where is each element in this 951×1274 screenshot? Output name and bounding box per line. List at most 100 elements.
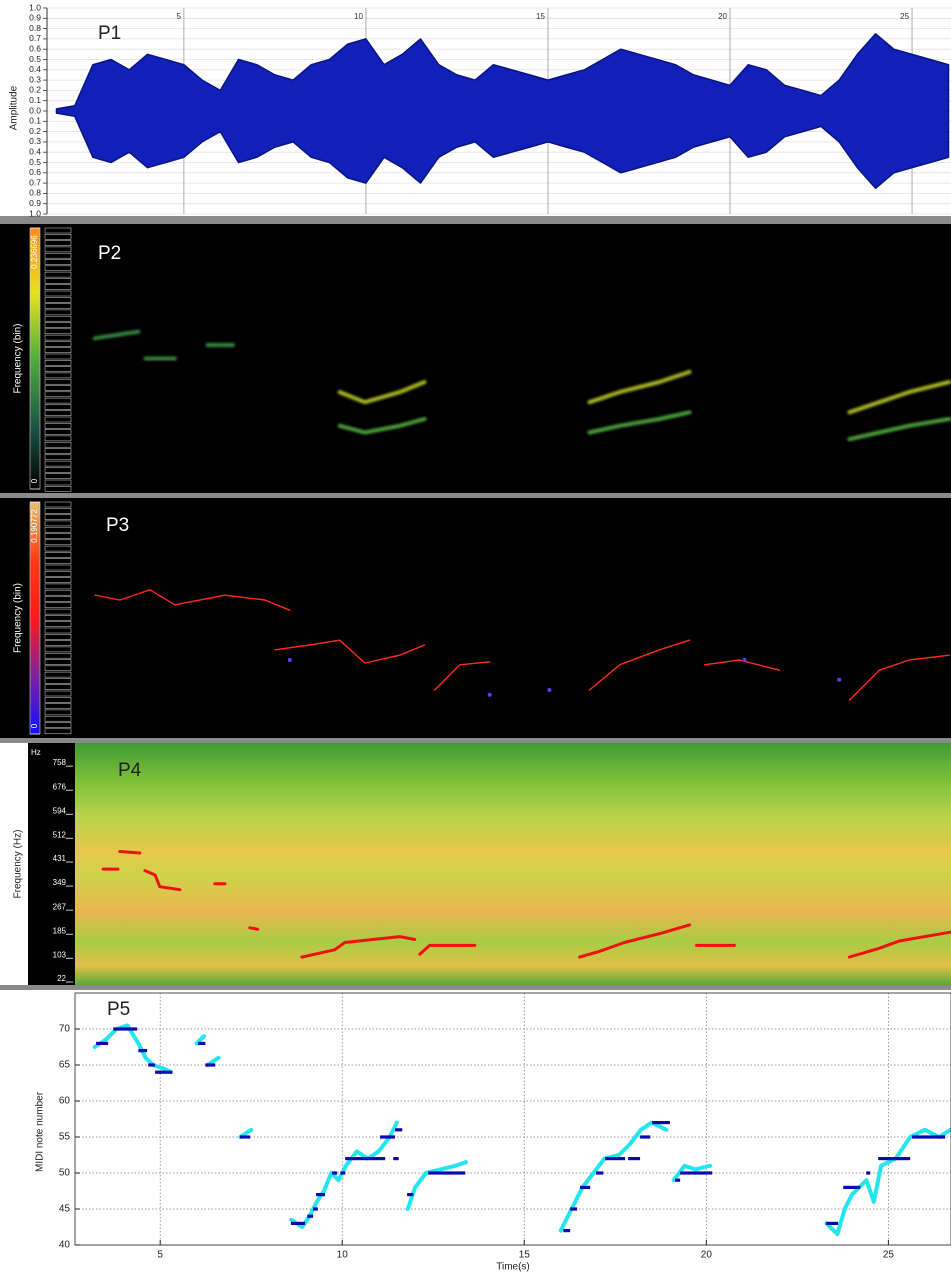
y-tick-label: 0.3	[29, 136, 41, 146]
panel-label: P2	[98, 243, 121, 264]
panel-background	[0, 498, 951, 738]
note	[675, 1179, 680, 1182]
panel-label: P4	[118, 760, 142, 781]
note	[605, 1157, 625, 1160]
y-tick-label: 431	[53, 854, 67, 863]
y-tick-label: 0.9	[29, 198, 41, 208]
note	[407, 1193, 413, 1196]
y-unit: Hz	[31, 748, 41, 757]
note	[912, 1135, 945, 1138]
note	[307, 1215, 313, 1218]
y-tick-label: 758	[53, 758, 67, 767]
note	[113, 1027, 137, 1030]
note	[345, 1157, 385, 1160]
y-tick-label: 70	[59, 1024, 71, 1035]
x-tick-label: 10	[337, 1250, 349, 1261]
y-tick-label: 349	[53, 878, 67, 887]
y-tick-label: 0.8	[29, 23, 41, 33]
y-tick-label: 512	[53, 830, 67, 839]
y-tick-label: 1.0	[29, 208, 41, 218]
note	[291, 1222, 305, 1225]
note	[332, 1171, 337, 1174]
panel-label: P3	[106, 515, 129, 536]
note	[570, 1207, 577, 1210]
y-tick-label: 0.9	[29, 13, 41, 23]
y-tick-label: 0.5	[29, 54, 41, 64]
pitch-point	[547, 688, 551, 692]
x-tick-label: 25	[900, 12, 909, 21]
y-tick-label: 0.3	[29, 74, 41, 84]
note	[428, 1171, 465, 1174]
panel-label: P5	[107, 999, 130, 1020]
note	[563, 1229, 570, 1232]
colorbar-label: 0.236696	[30, 235, 39, 269]
panel-label: P1	[98, 23, 121, 44]
panel-separator	[0, 985, 951, 990]
note	[96, 1042, 108, 1045]
y-tick-label: 0.2	[29, 126, 41, 136]
y-tick-label: 0.7	[29, 177, 41, 187]
note	[148, 1063, 155, 1066]
y-tick-label: 0.8	[29, 188, 41, 198]
colorbar-label: 0.190772	[30, 509, 39, 543]
x-tick-label: 10	[354, 12, 363, 21]
note	[395, 1128, 402, 1131]
y-tick-label: 65	[59, 1060, 71, 1071]
x-tick-label: 15	[519, 1250, 531, 1261]
y-tick-label: 0.4	[29, 64, 41, 74]
y-tick-label: 676	[53, 782, 67, 791]
y-axis-label: Frequency (bin)	[13, 323, 24, 393]
colorbar-label: 0	[30, 478, 39, 483]
x-tick-label: 5	[157, 1250, 163, 1261]
y-axis-label: Frequency (bin)	[13, 583, 24, 653]
note	[205, 1063, 215, 1066]
colorbar-label: 0	[30, 723, 39, 728]
note	[843, 1186, 860, 1189]
figure: 1.00.90.80.70.60.50.40.30.20.10.00.10.20…	[0, 0, 951, 1274]
note	[596, 1171, 603, 1174]
y-axis-label: Frequency (Hz)	[13, 830, 24, 899]
note	[652, 1121, 670, 1124]
y-tick-label: 594	[53, 806, 67, 815]
pitch-point	[288, 658, 292, 662]
pitch-point	[837, 678, 841, 682]
note	[826, 1222, 838, 1225]
spectrogram	[75, 743, 951, 985]
note	[628, 1157, 640, 1160]
note	[878, 1157, 910, 1160]
note	[138, 1049, 147, 1052]
y-tick-label: 22	[57, 974, 66, 983]
x-axis-label: Time(s)	[496, 1262, 530, 1273]
note	[393, 1157, 398, 1160]
y-tick-label: 185	[53, 926, 67, 935]
note	[316, 1193, 325, 1196]
tick-area	[28, 743, 75, 985]
page: 1.00.90.80.70.60.50.40.30.20.10.00.10.20…	[0, 0, 951, 1274]
y-tick-label: 0.7	[29, 33, 41, 43]
note	[240, 1135, 250, 1138]
y-tick-label: 60	[59, 1096, 71, 1107]
pitch-point	[488, 693, 492, 697]
note	[380, 1135, 395, 1138]
y-tick-label: 0.4	[29, 146, 41, 156]
y-tick-label: 0.5	[29, 157, 41, 167]
y-tick-label: 0.0	[29, 105, 41, 115]
y-axis-label: MIDI note number	[35, 1091, 46, 1172]
plot-area	[75, 993, 951, 1245]
y-axis-label: Amplitude	[9, 85, 20, 130]
x-tick-label: 20	[701, 1250, 713, 1261]
y-tick-label: 40	[59, 1240, 71, 1251]
y-tick-label: 0.1	[29, 116, 41, 126]
x-tick-label: 15	[536, 12, 545, 21]
panel-separator	[0, 493, 951, 498]
y-tick-label: 45	[59, 1204, 71, 1215]
note	[155, 1071, 172, 1074]
x-tick-label: 20	[718, 12, 727, 21]
y-tick-label: 0.6	[29, 43, 41, 53]
y-tick-label: 1.0	[29, 2, 41, 12]
y-tick-label: 55	[59, 1132, 71, 1143]
panel-separator	[0, 738, 951, 743]
y-tick-label: 50	[59, 1168, 71, 1179]
note	[640, 1135, 650, 1138]
y-tick-label: 267	[53, 902, 67, 911]
